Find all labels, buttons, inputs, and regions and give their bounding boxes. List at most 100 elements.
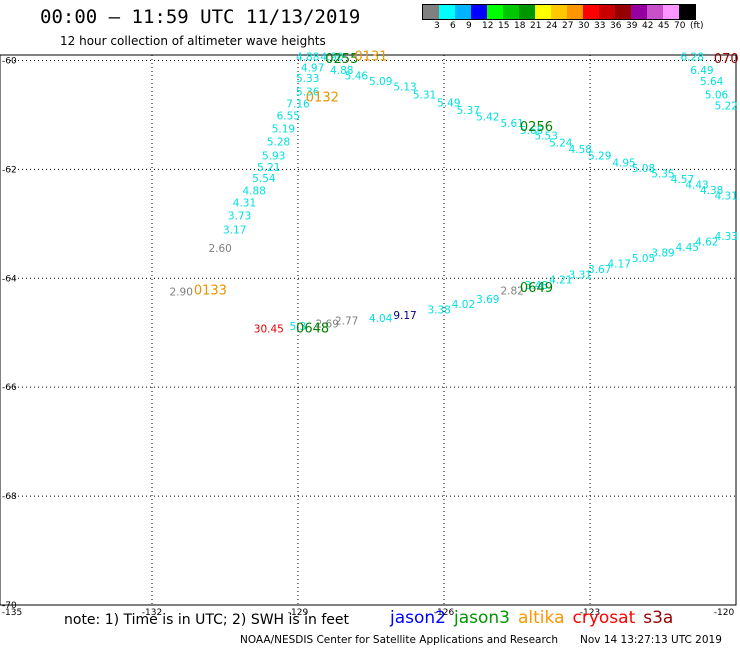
color-legend-value: 3 [434,21,440,31]
color-swatch [455,5,471,19]
wave-height-value: 4.02 [452,299,475,311]
satellite-legend-jason3: jason3 [454,608,510,628]
color-legend-value: 33 [594,21,606,31]
wave-height-value: 4.58 [569,144,592,156]
color-legend-value: 30 [578,21,590,31]
wave-height-value: 6.49 [690,65,713,77]
color-legend-value: 15 [498,21,510,31]
wave-height-value: 2.90 [170,287,193,299]
wave-height-value: 5.37 [457,105,480,117]
wave-height-value: 4.88 [296,51,319,63]
wave-height-value: 4.62 [695,237,718,249]
color-legend-value: 21 [530,21,542,31]
wave-height-value: 5.24 [549,137,573,149]
footer-note: note: 1) Time is in UTC; 2) SWH is in fe… [64,612,350,628]
wave-height-value: 4.97 [301,62,324,74]
color-swatch [567,5,583,19]
wave-height-value: 5.06 [705,90,729,102]
wave-height-value: 5.08 [632,163,655,175]
color-swatch [679,5,695,19]
wave-height-value: 4.17 [608,258,631,270]
lat-tick-label: -60 [2,56,17,66]
wave-height-value: 5.46 [345,71,369,83]
color-swatch [535,5,551,19]
wave-height-value: 4.88 [243,185,266,197]
pass-time-label: 070 [714,52,739,67]
pass-time-label: 0648 [296,322,329,337]
color-legend-value: 42 [642,21,654,31]
color-swatch [647,5,663,19]
satellite-legend-s3a: s3a [643,608,674,628]
wave-height-value: 3.17 [223,225,246,237]
wave-height-value: 3.31 [569,269,592,281]
wave-height-value: 2.69 [316,318,339,330]
lon-tick-label: -126 [434,608,455,618]
wave-height-value: 4.45 [676,242,699,254]
wave-height-value: 5.13 [393,81,416,93]
wave-height-value: 4.31 [715,190,738,202]
color-legend-value: 70 [674,21,686,31]
color-swatch [599,5,615,19]
wave-height-value: 4.95 [612,158,635,170]
wave-height-value: 5.05 [632,253,655,265]
wave-height-value: 5.29 [588,151,611,163]
lat-tick-label: -62 [2,165,17,175]
wave-height-value: 2.82 [500,286,523,298]
wave-height-value: 4.88 [330,65,353,77]
color-swatch [583,5,599,19]
color-swatch [423,5,439,19]
wave-height-value: 2.77 [335,316,358,328]
wave-height-value: 5.42 [476,111,499,123]
pass-time-label: 0133 [194,284,227,299]
generated-timestamp: Nov 14 13:27:13 UTC 2019 [580,634,722,646]
lon-tick-label: -123 [580,608,600,618]
pass-time-label: 0132 [306,90,339,105]
satellite-legend-cryosat: cryosat [572,608,636,628]
wave-height-value: 2.60 [208,243,231,255]
pass-time-label: 0131 [354,49,387,64]
color-swatch [663,5,679,19]
wave-height-value: 5.21 [257,162,280,174]
lon-tick-label: -120 [714,608,735,618]
color-legend-value: 9 [466,21,472,31]
lat-tick-label: -70 [2,601,17,611]
color-legend-bar [422,4,696,20]
wave-height-value: 3.73 [228,210,251,222]
lat-tick-label: -64 [2,274,17,284]
wave-height-value: 5.65 [520,125,543,137]
map-subtitle: 12 hour collection of altimeter wave hei… [60,34,326,48]
color-swatch [519,5,535,19]
lon-tick-label: -129 [288,608,309,618]
pass-time-label: 0649 [520,281,553,296]
lon-tick-label: -135 [2,608,22,618]
wave-height-value: 4.33 [715,231,738,243]
wave-height-value: 30.45 [254,324,284,336]
wave-height-value: 5.49 [437,98,460,110]
wave-height-value: 4.31 [233,197,256,209]
wave-height-value: 5.22 [715,100,738,112]
wave-height-value: 4.90 [320,51,343,63]
map-frame [0,54,737,606]
color-legend-value: 39 [626,21,638,31]
wave-height-value: 3.89 [651,247,674,259]
wave-height-value: 5.64 [700,76,724,88]
lon-tick-label: -132 [142,608,162,618]
wave-height-value: 3.38 [427,305,450,317]
wave-height-value: 5.19 [272,123,295,135]
lat-tick-label: -68 [2,492,17,502]
wave-height-value: 3.67 [588,264,611,276]
lon-tick-labels: -135 -132 -129 -126 -123 -120 [2,608,735,618]
satellite-legend-altika: altika [518,608,565,628]
color-legend-value: 24 [546,21,558,31]
wave-height-value: 4.57 [671,174,694,186]
satellite-legend-jason2: jason2 [390,608,446,628]
wave-height-value: 5.28 [267,136,290,148]
wave-height-value: 5.54 [252,173,276,185]
wave-height-tracks: 2.902.603.173.734.314.885.545.215.935.28… [170,51,738,335]
wave-height-value: 5.3 [290,321,307,333]
wave-height-value: 4.43 [685,179,708,191]
wave-height-value: 5.36 [296,86,320,98]
color-legend-value: 45 [658,21,670,31]
